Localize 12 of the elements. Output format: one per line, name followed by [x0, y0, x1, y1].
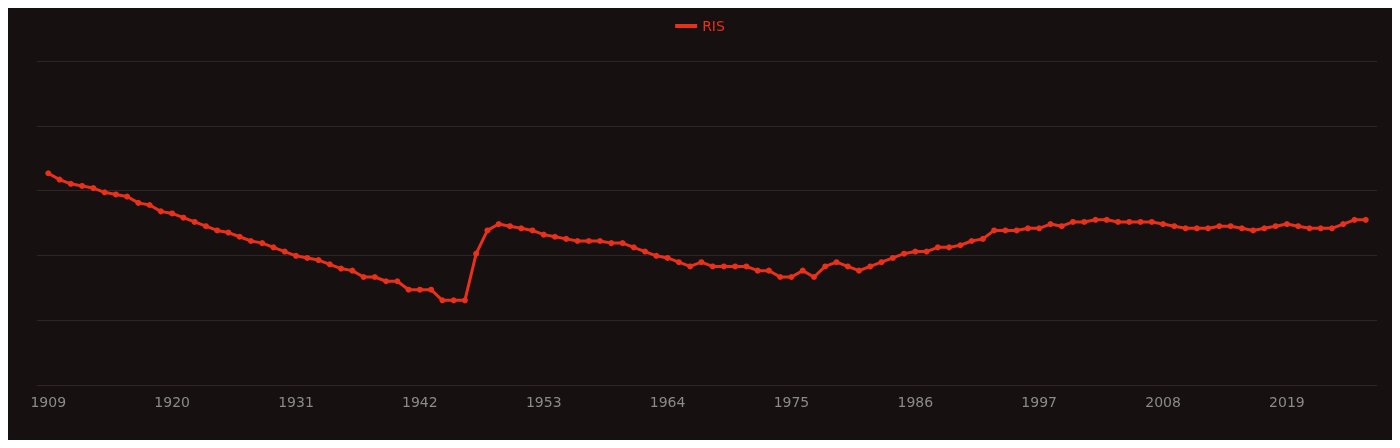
x-tick-label: 1975 [773, 394, 810, 410]
x-tick-label: 1909 [30, 394, 67, 410]
x-tick-label: 1997 [1021, 394, 1058, 410]
x-tick-label: 2008 [1145, 394, 1181, 410]
x-tick-label: 1964 [649, 394, 686, 410]
x-tick-label: 2019 [1269, 394, 1305, 410]
x-tick-label: 1942 [402, 394, 438, 410]
x-tick-label: 1931 [278, 394, 314, 410]
x-tick-label: 1953 [525, 394, 562, 410]
x-tick-label: 1920 [154, 394, 190, 410]
x-tick-label: 1986 [897, 394, 934, 410]
legend-label: RIS [702, 18, 725, 34]
